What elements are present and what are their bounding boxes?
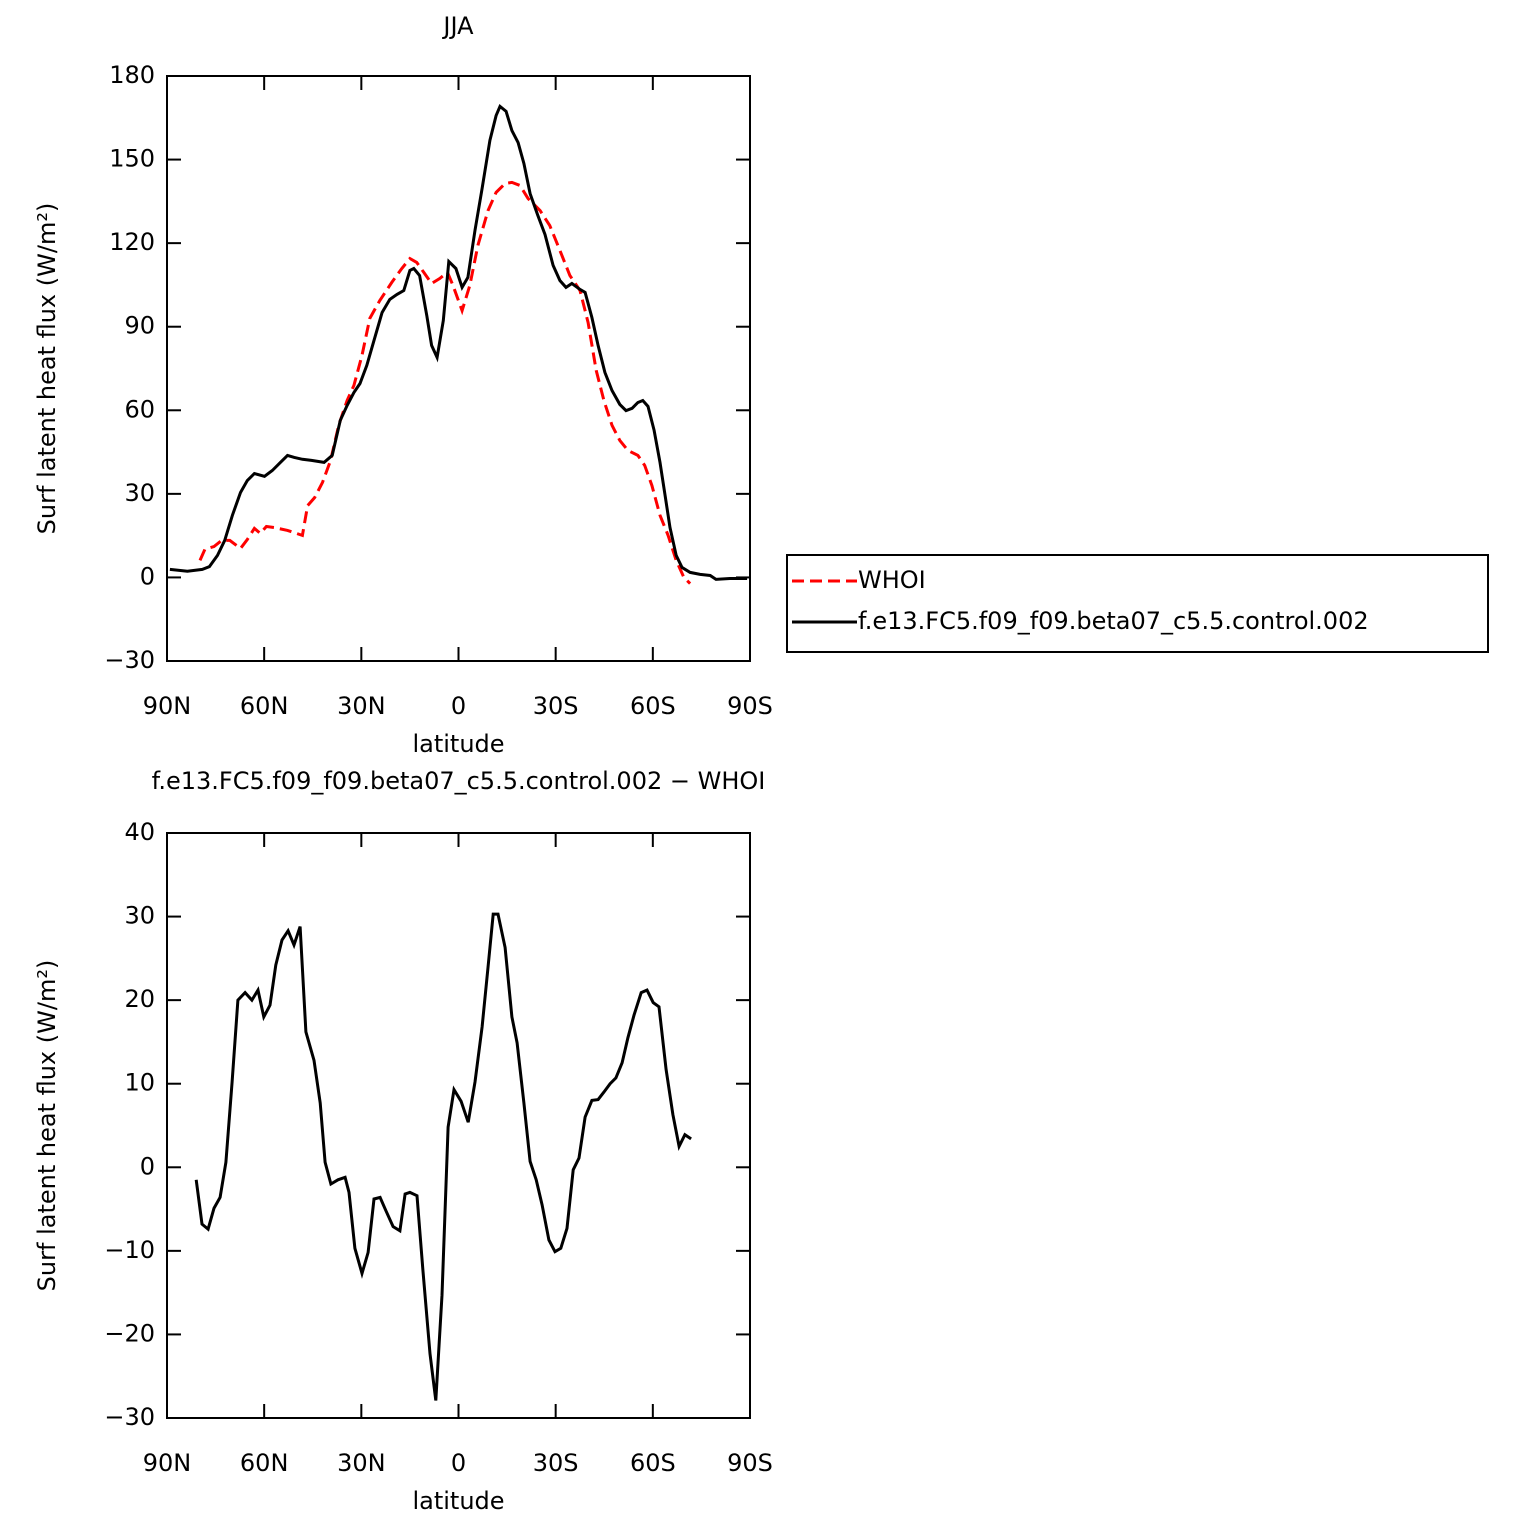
y-tick-label: −30	[104, 1403, 155, 1431]
y-tick-label: 180	[109, 61, 155, 89]
x-tick-label: 0	[451, 1449, 466, 1477]
y-tick-label: 20	[124, 985, 155, 1013]
y-tick-label: 30	[124, 479, 155, 507]
x-tick-label: 60N	[240, 692, 289, 720]
y-tick-label: 40	[124, 818, 155, 846]
x-axis-label: latitude	[412, 1487, 504, 1515]
y-tick-label: −10	[104, 1236, 155, 1264]
y-tick-label: 150	[109, 145, 155, 173]
y-axis-label: Surf latent heat flux (W/m²)	[33, 960, 61, 1292]
x-tick-label: 60S	[630, 1449, 676, 1477]
x-tick-label: 60N	[240, 1449, 289, 1477]
y-tick-label: −20	[104, 1319, 155, 1347]
x-tick-label: 90N	[143, 1449, 192, 1477]
x-tick-label: 30S	[533, 1449, 579, 1477]
legend-label: f.e13.FC5.f09_f09.beta07_c5.5.control.00…	[858, 607, 1369, 635]
x-tick-label: 30N	[337, 692, 386, 720]
x-axis-label: latitude	[412, 730, 504, 758]
data-line	[198, 180, 692, 585]
x-tick-label: 90N	[143, 692, 192, 720]
legend-box	[786, 554, 1489, 653]
x-tick-label: 90S	[727, 692, 773, 720]
y-axis-label: Surf latent heat flux (W/m²)	[33, 203, 61, 535]
plot-frame	[166, 75, 751, 662]
x-tick-label: 90S	[727, 1449, 773, 1477]
x-tick-label: 60S	[630, 692, 676, 720]
plot-frame	[166, 832, 751, 1419]
y-tick-label: 30	[124, 902, 155, 930]
data-line	[194, 912, 692, 1401]
y-tick-label: 0	[140, 1152, 155, 1180]
legend-label: WHOI	[858, 566, 926, 594]
y-tick-label: −30	[104, 646, 155, 674]
y-tick-label: 0	[140, 562, 155, 590]
x-tick-label: 30N	[337, 1449, 386, 1477]
x-tick-label: 0	[451, 692, 466, 720]
data-line	[169, 103, 748, 581]
x-tick-label: 30S	[533, 692, 579, 720]
chart-title: JJA	[441, 12, 474, 40]
chart-title: f.e13.FC5.f09_f09.beta07_c5.5.control.00…	[152, 767, 766, 795]
y-tick-label: 10	[124, 1069, 155, 1097]
y-tick-label: 60	[124, 395, 155, 423]
y-tick-label: 120	[109, 228, 155, 256]
y-tick-label: 90	[124, 312, 155, 340]
